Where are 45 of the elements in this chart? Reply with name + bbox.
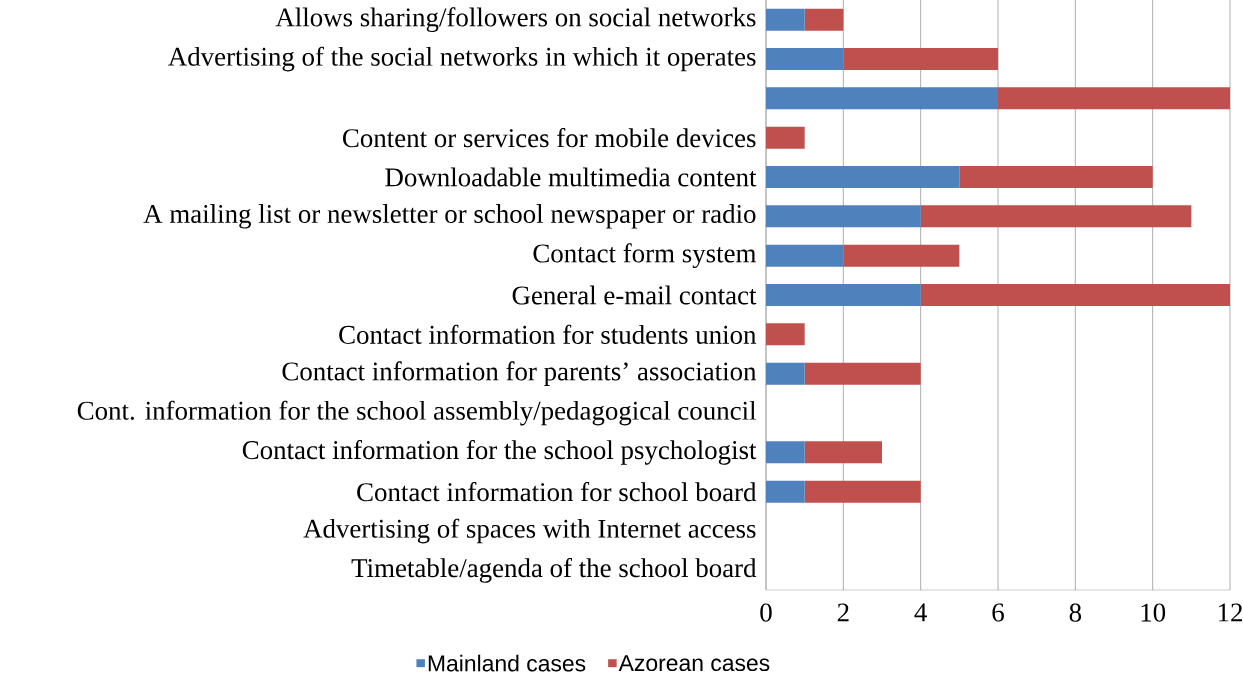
bar [766,362,805,385]
bar [804,8,844,31]
legend-label: Mainland cases [428,654,586,672]
bar [766,166,960,188]
y-tick-label: A mailing list or newsletter or school newspaper or radio [143,204,756,229]
bar [804,362,921,385]
y-tick-label: Content or services for mobile devices [343,128,756,148]
y-tick-label: Contact information for students union [339,324,757,344]
bar [766,48,844,70]
bar [920,205,1192,228]
bar [766,441,805,464]
x-tick-label: 4 [914,603,927,622]
bar [843,48,998,70]
x-tick-label: 0 [760,603,772,622]
bar [959,166,1153,188]
bar [766,126,805,149]
x-tick-label: 2 [837,603,849,622]
y-tick-label: Contact information for the school psychologist [242,439,757,465]
bar [920,284,1231,306]
bar [843,244,960,267]
bar [766,284,921,306]
bar [804,441,882,464]
bar [766,323,805,346]
bar [998,87,1231,110]
y-tick-label: Advertising of spaces with Internet access [303,518,756,544]
y-tick-label: Contact information for school board [357,482,757,502]
bar [766,205,921,228]
y-tick-label: Allows sharing/followers on social networks [275,7,756,33]
bar [766,480,805,503]
y-tick-label: Contact information for parents’ association [282,361,757,387]
bar [804,480,921,503]
x-tick-label: 10 [1141,603,1166,622]
y-tick-label: Timetable/agenda of the school board [351,557,757,583]
y-tick-label: Downloadable multimedia content [385,167,757,187]
y-tick-label: Cont. information for the school assembly/pedagogical council [77,400,757,426]
bar [766,8,805,31]
x-tick-label: 6 [992,603,1004,622]
bar [766,244,844,267]
y-tick-label: Contact form system [533,243,757,269]
bar [766,87,998,110]
y-tick-label: Advertising of the social networks in which it operates [168,46,756,72]
legend-label: Azorean cases [618,655,770,672]
x-tick-label: 12 [1218,603,1242,622]
y-tick-label: General e-mail contact [512,285,757,305]
x-tick-label: 8 [1069,603,1082,622]
